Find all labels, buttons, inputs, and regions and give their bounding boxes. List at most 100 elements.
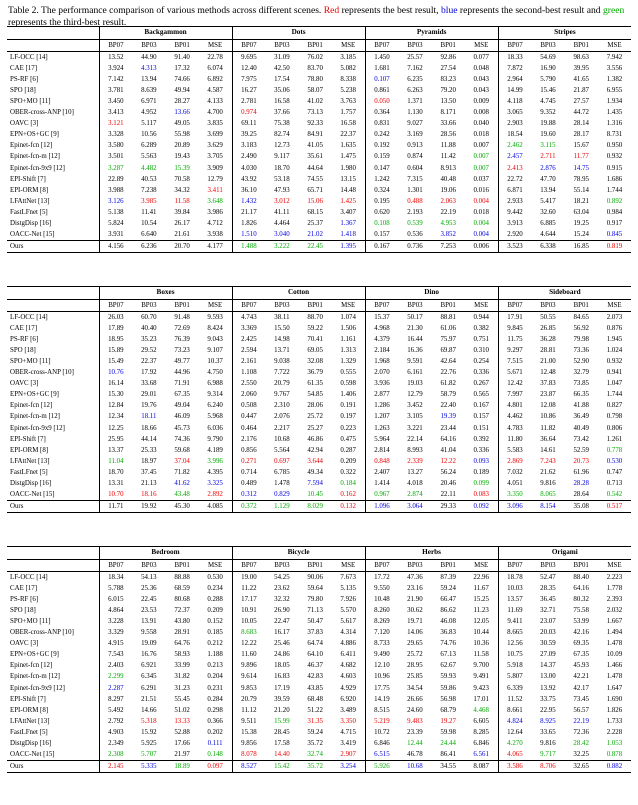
metric-value: 2.792 bbox=[98, 715, 133, 727]
metric-value: 3.222 bbox=[265, 239, 299, 253]
metric-header: BP03 bbox=[132, 298, 166, 313]
metric-value: 0.806 bbox=[606, 424, 623, 432]
table-row: Epinet-fcn-m [12] 12.34 18.11 46.09 5.968 0.4… bbox=[7, 411, 631, 423]
metric-value: 8.993 bbox=[407, 446, 423, 454]
method-name: OACC-Net [15] bbox=[10, 230, 55, 238]
metric-value: 6.036 bbox=[207, 424, 223, 432]
metric-value: 69.05 bbox=[307, 347, 323, 355]
table-row: Epinet-fcn-9x9 [12] 12.25 18.66 45.73 6.036 0… bbox=[7, 422, 631, 434]
metric-value: 2.892 bbox=[207, 490, 223, 498]
method-name: CAE [17] bbox=[10, 65, 37, 73]
metric-value: 17.54 bbox=[274, 76, 290, 84]
metric-value: 54.85 bbox=[307, 391, 323, 399]
metric-value: 3.325 bbox=[207, 479, 223, 487]
metric-value: 35.72 bbox=[298, 759, 332, 773]
method-name: LF-OCC [14] bbox=[10, 314, 48, 322]
metric-value: 76.02 bbox=[307, 54, 323, 62]
metric-value: 0.007 bbox=[473, 153, 489, 161]
metric-value: 12.48 bbox=[540, 369, 556, 377]
metric-value: 10.68 bbox=[274, 435, 290, 443]
table-row: CAE [17] 17.89 40.40 72.69 8.424 3.369 15.50 59… bbox=[7, 323, 631, 335]
metric-value: 9.117 bbox=[274, 153, 290, 161]
metric-value: 27.57 bbox=[573, 98, 589, 106]
metric-header: MSE bbox=[464, 38, 499, 53]
metric-header: BP03 bbox=[531, 38, 565, 53]
metric-value: 0.108 bbox=[364, 217, 399, 229]
metric-value: 59.86 bbox=[440, 684, 456, 692]
metric-value: 13.91 bbox=[141, 618, 157, 626]
table-row: DistgDisp [16] 2.349 5.925 17.66 0.111 9.856 1… bbox=[7, 737, 631, 749]
metric-value: 75.97 bbox=[440, 336, 456, 344]
metric-value: 2.594 bbox=[231, 345, 266, 357]
metric-value: 2.964 bbox=[497, 74, 532, 86]
metric-value: 0.018 bbox=[473, 131, 489, 139]
metric-value: 27.09 bbox=[540, 651, 556, 659]
metric-value: 65.71 bbox=[307, 186, 323, 194]
metric-value: 9.027 bbox=[407, 120, 423, 128]
metric-value: 0.598 bbox=[340, 380, 356, 388]
metric-value: 17.89 bbox=[98, 323, 133, 335]
metric-value: 8.639 bbox=[141, 87, 157, 95]
metric-value: 22.47 bbox=[274, 618, 290, 626]
metric-value: 13.33 bbox=[174, 717, 190, 725]
metric-value: 12.40 bbox=[231, 63, 266, 75]
metric-value: 59.24 bbox=[307, 728, 323, 736]
method-name: Epinet-fcn [12] bbox=[10, 402, 53, 410]
table-row: EPN+OS+GC [9] 15.30 29.01 67.35 9.314 2.060 9.… bbox=[7, 389, 631, 401]
metric-value: 22.14 bbox=[407, 435, 423, 443]
metric-value: 1.406 bbox=[340, 391, 356, 399]
metric-value: 17.75 bbox=[364, 682, 399, 694]
metric-value: 3.996 bbox=[207, 457, 223, 465]
metric-value: 12.79 bbox=[207, 175, 223, 183]
metric-value: 2.310 bbox=[274, 402, 290, 410]
metric-value: 19.71 bbox=[407, 618, 423, 626]
metric-value: 32.60 bbox=[540, 208, 556, 216]
metric-value: 88.70 bbox=[307, 314, 323, 322]
metric-header: BP01 bbox=[298, 38, 332, 53]
metric-value: 19.39 bbox=[440, 413, 456, 421]
metric-value: 33.75 bbox=[540, 695, 556, 703]
metric-value: 15.24 bbox=[573, 230, 589, 238]
caption-green-word: green bbox=[602, 5, 625, 16]
metric-value: 1.414 bbox=[364, 477, 399, 489]
table-row: EPI-Shift [7] 8.297 21.51 55.45 0.284 20.79 39… bbox=[7, 693, 631, 705]
metric-header: BP01 bbox=[564, 38, 598, 53]
metric-value: 50.55 bbox=[540, 314, 556, 322]
metric-value: 1.074 bbox=[340, 314, 356, 322]
metric-value: 23.16 bbox=[407, 585, 423, 593]
metric-value: 10.96 bbox=[364, 671, 399, 683]
metric-value: 46.86 bbox=[307, 435, 323, 443]
metric-value: 8.154 bbox=[531, 499, 565, 513]
method-name: Epinet-fcn-9x9 [12] bbox=[10, 424, 65, 432]
metric-value: 15.99 bbox=[274, 717, 290, 725]
caption-text: represents the best result, bbox=[339, 5, 441, 16]
metric-value: 0.819 bbox=[597, 239, 632, 253]
metric-header: MSE bbox=[331, 38, 366, 53]
metric-value: 32.65 bbox=[564, 759, 598, 773]
metric-value: 73.42 bbox=[573, 435, 589, 443]
metric-value: 0.148 bbox=[207, 750, 223, 758]
metric-value: 15.06 bbox=[307, 197, 323, 205]
metric-value: 4.968 bbox=[364, 323, 399, 335]
ours-row: Ours 11.71 19.92 45.30 4.085 0.372 1.129 8.029 0… bbox=[7, 499, 632, 513]
metric-value: 25.72 bbox=[407, 651, 423, 659]
metric-value: 15.46 bbox=[540, 87, 556, 95]
table-row: OACC-Net [15] 2.308 5.707 21.97 0.148 8.078 14… bbox=[7, 748, 631, 761]
metric-value: 0.254 bbox=[473, 358, 489, 366]
table-row: OBER-cross-ANP [10] 3.329 9.558 28.91 0.185 8… bbox=[7, 627, 631, 639]
method-name: Epinet-fcn-m [12] bbox=[10, 673, 60, 681]
metric-value: 3.064 bbox=[398, 499, 432, 513]
metric-value: 2.933 bbox=[497, 195, 532, 207]
metric-value: 0.223 bbox=[340, 424, 356, 432]
metric-value: 68.15 bbox=[307, 208, 323, 216]
metric-value: 1.329 bbox=[340, 358, 356, 366]
metric-value: 9.483 bbox=[407, 717, 423, 725]
method-name: Ours bbox=[7, 499, 99, 513]
metric-value: 50.17 bbox=[407, 314, 423, 322]
metric-value: 10.03 bbox=[497, 583, 532, 595]
metric-value: 32.32 bbox=[274, 596, 290, 604]
metric-value: 6.892 bbox=[207, 76, 223, 84]
method-name: DistgDisp [16] bbox=[10, 739, 52, 747]
ours-row: Ours 4.156 6.236 20.70 4.177 1.488 3.222 22.45 1… bbox=[7, 239, 632, 253]
metric-value: 46.08 bbox=[440, 618, 456, 626]
